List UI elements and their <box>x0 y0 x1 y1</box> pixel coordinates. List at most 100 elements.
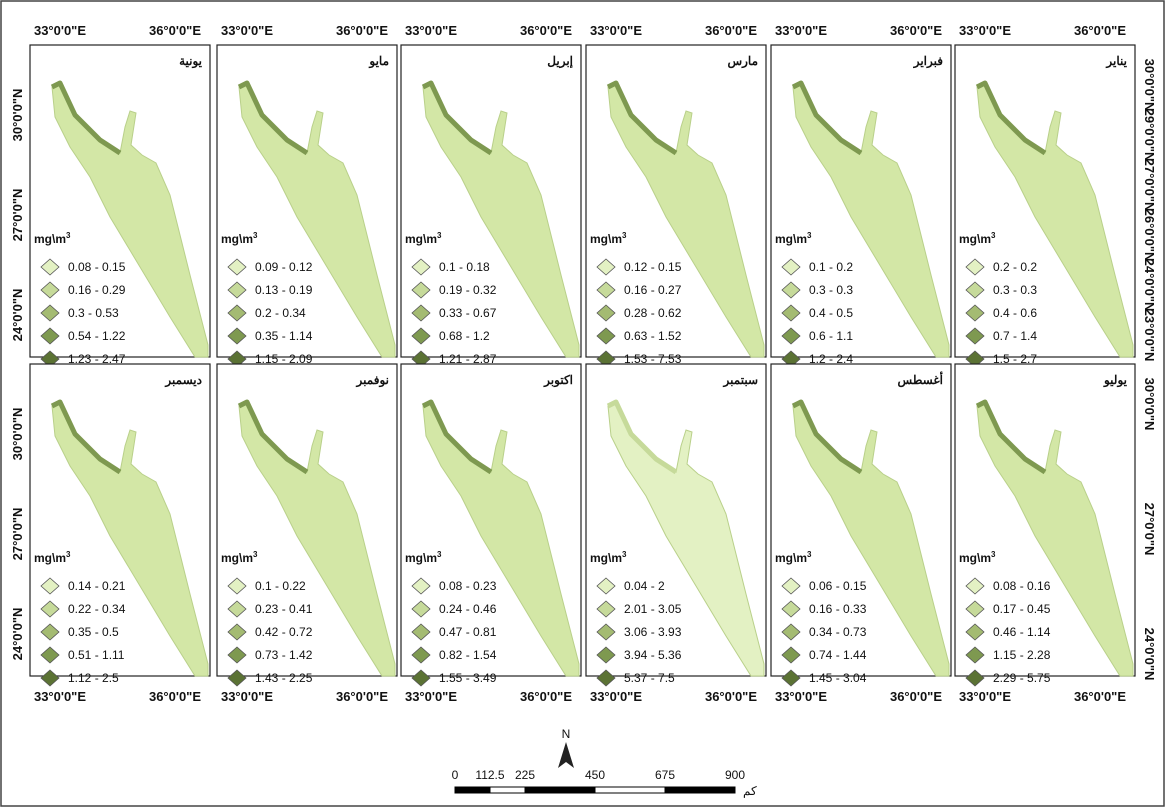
legend-swatch <box>596 281 616 299</box>
north-arrow <box>558 742 574 768</box>
month-title: أغسطس <box>898 372 943 388</box>
legend-label: 0.68 - 1.2 <box>439 329 490 343</box>
legend-label: 0.16 - 0.27 <box>624 283 682 297</box>
legend-label: 0.3 - 0.3 <box>809 283 853 297</box>
north-label: N <box>562 727 571 741</box>
longitude-label: 33°0'0"E <box>775 689 827 704</box>
latitude-label: 24°0'0"N <box>1142 259 1157 312</box>
legend-label: 0.24 - 0.46 <box>439 602 497 616</box>
latitude-label: 24°0'0"N <box>10 608 25 661</box>
latitude-label: 30°0'0"N <box>1142 378 1157 431</box>
longitude-label: 33°0'0"E <box>959 23 1011 38</box>
legend-swatch <box>411 327 431 345</box>
legend-swatch <box>227 327 247 345</box>
legend-swatch <box>965 281 985 299</box>
legend-label: 0.33 - 0.67 <box>439 306 497 320</box>
month-title: إبريل <box>547 54 573 69</box>
longitude-label: 33°0'0"E <box>34 23 86 38</box>
legend-unit: mg\m3 <box>959 550 996 565</box>
legend-label: 2.29 - 5.75 <box>993 671 1051 685</box>
legend-unit: mg\m3 <box>405 231 442 246</box>
scale-segment <box>524 786 596 794</box>
legend-swatch <box>227 600 247 618</box>
longitude-label: 36°0'0"E <box>520 689 572 704</box>
unit-base: mg\m <box>775 232 807 246</box>
legend-swatch <box>411 623 431 641</box>
legend-swatch <box>411 646 431 664</box>
longitude-label: 33°0'0"E <box>775 23 827 38</box>
coast-strip <box>421 80 493 156</box>
unit-sup: 3 <box>622 550 627 559</box>
legend-swatch <box>781 327 801 345</box>
latitude-label: 26°0'0"N <box>1142 209 1157 262</box>
month-title: سبتمبر <box>723 373 758 388</box>
longitude-label: 36°0'0"E <box>520 23 572 38</box>
legend-swatch <box>40 600 60 618</box>
legend-label: 0.13 - 0.19 <box>255 283 313 297</box>
unit-sup: 3 <box>437 550 442 559</box>
legend-label: 0.09 - 0.12 <box>255 260 313 274</box>
legend-label: 1.45 - 3.04 <box>809 671 867 685</box>
legend-swatch <box>596 600 616 618</box>
unit-sup: 3 <box>807 550 812 559</box>
legend-label: 2.01 - 3.05 <box>624 602 682 616</box>
legend-label: 0.14 - 0.21 <box>68 579 126 593</box>
legend-label: 0.08 - 0.16 <box>993 579 1051 593</box>
month-title: فبراير <box>913 54 944 69</box>
legend-swatch <box>965 669 985 687</box>
scale-unit: كم <box>743 784 757 798</box>
legend-label: 1.12 - 2.5 <box>68 671 119 685</box>
legend-swatch <box>411 669 431 687</box>
coast-strip <box>606 80 678 156</box>
legend-label: 0.1 - 0.18 <box>439 260 490 274</box>
legend-label: 3.06 - 3.93 <box>624 625 682 639</box>
legend-swatch <box>40 646 60 664</box>
latitude-label: 24°0'0"N <box>1142 628 1157 681</box>
legend-label: 0.74 - 1.44 <box>809 648 867 662</box>
legend-label: 0.34 - 0.73 <box>809 625 867 639</box>
legend-label: 0.82 - 1.54 <box>439 648 497 662</box>
legend-swatch <box>227 281 247 299</box>
legend-swatch <box>411 281 431 299</box>
longitude-label: 33°0'0"E <box>221 689 273 704</box>
unit-base: mg\m <box>590 232 622 246</box>
legend-label: 0.17 - 0.45 <box>993 602 1051 616</box>
legend-label: 0.04 - 2 <box>624 579 665 593</box>
legend-label: 1.55 - 3.49 <box>439 671 497 685</box>
month-title: يناير <box>1105 54 1127 69</box>
legend-label: 5.37 - 7.5 <box>624 671 675 685</box>
legend-label: 0.08 - 0.23 <box>439 579 497 593</box>
legend-label: 1.23 - 2.47 <box>68 352 126 366</box>
longitude-label: 33°0'0"E <box>405 23 457 38</box>
latitude-label: 23°0'0"N <box>1142 309 1157 362</box>
longitude-label: 36°0'0"E <box>705 689 757 704</box>
latitude-label: 27°0'0"N <box>10 189 25 242</box>
longitude-label: 33°0'0"E <box>590 689 642 704</box>
legend-label: 1.43 - 2.25 <box>255 671 313 685</box>
legend-swatch <box>40 669 60 687</box>
legend-swatch <box>227 258 247 276</box>
legend-swatch <box>965 577 985 595</box>
latitude-label: 24°0'0"N <box>10 289 25 342</box>
scale-label: 450 <box>585 768 605 782</box>
longitude-label: 36°0'0"E <box>1074 23 1126 38</box>
legend-swatch <box>781 258 801 276</box>
longitude-label: 36°0'0"E <box>890 23 942 38</box>
unit-sup: 3 <box>991 231 996 240</box>
legend-swatch <box>965 327 985 345</box>
legend-label: 0.63 - 1.52 <box>624 329 682 343</box>
legend-unit: mg\m3 <box>959 231 996 246</box>
legend-swatch <box>40 327 60 345</box>
unit-base: mg\m <box>959 551 991 565</box>
month-title: نوفمبر <box>356 373 389 388</box>
unit-sup: 3 <box>991 550 996 559</box>
legend-swatch <box>596 646 616 664</box>
legend-unit: mg\m3 <box>590 550 627 565</box>
unit-sup: 3 <box>66 550 71 559</box>
scale-segment <box>489 786 526 794</box>
legend-unit: mg\m3 <box>590 231 627 246</box>
legend-label: 0.4 - 0.5 <box>809 306 853 320</box>
latitude-label: 30°0'0"N <box>10 408 25 461</box>
legend-label: 1.53 - 7.53 <box>624 352 682 366</box>
